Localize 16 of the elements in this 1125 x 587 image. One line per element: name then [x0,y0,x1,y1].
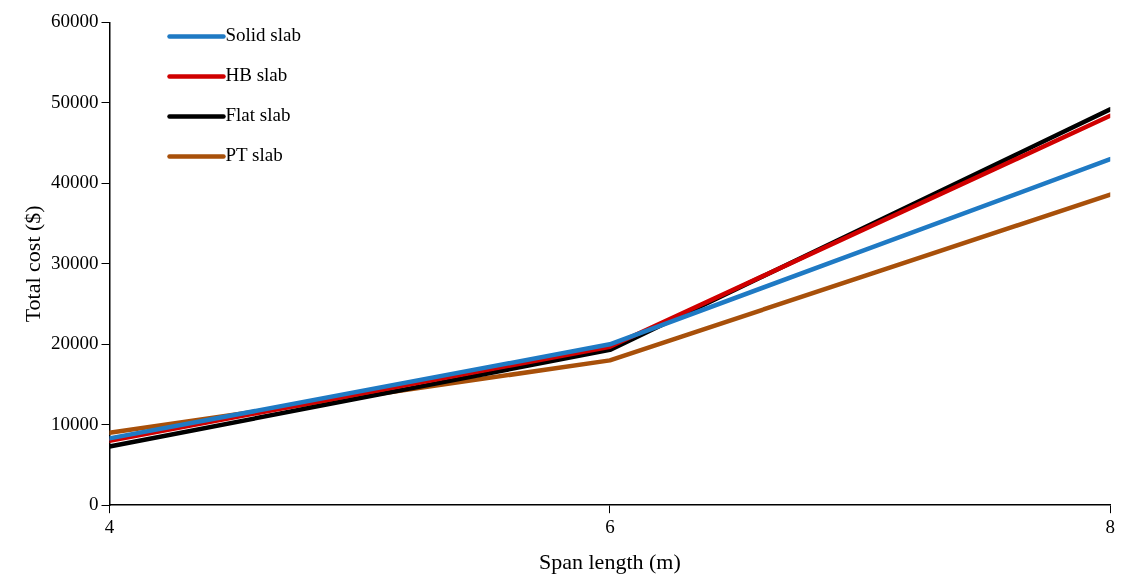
legend-label: Solid slab [225,24,301,46]
y-axis-title: Total cost ($) [19,205,45,323]
y-tick-label: 50000 [51,90,99,112]
y-tick-label: 30000 [51,251,99,273]
y-tick-label: 40000 [51,171,99,193]
x-axis-title: Span length (m) [539,548,681,574]
y-tick-label: 60000 [51,10,99,32]
y-tick-label: 10000 [51,412,99,434]
x-tick-label: 6 [605,515,615,537]
legend-label: Flat slab [225,104,291,126]
y-tick-label: 20000 [51,332,99,354]
y-tick-label: 0 [89,493,99,515]
legend-label: HB slab [225,64,288,86]
x-tick-label: 8 [1105,515,1115,537]
legend-label: PT slab [225,144,283,166]
x-tick-label: 4 [104,515,115,537]
